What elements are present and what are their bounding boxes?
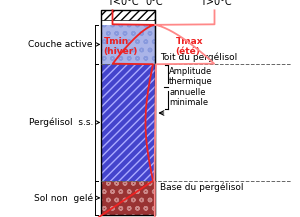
Bar: [100, 10, 154, 215]
Bar: [100, 181, 154, 215]
Text: Base du pergélisol: Base du pergélisol: [160, 183, 244, 192]
Text: Tmin
(hiver): Tmin (hiver): [103, 37, 138, 56]
Text: Tmax
(été): Tmax (été): [176, 37, 203, 56]
Text: Toit du pergélisol: Toit du pergélisol: [160, 53, 238, 62]
Bar: [100, 64, 154, 181]
Text: Couche active: Couche active: [28, 40, 93, 49]
Text: Sol non  gelé: Sol non gelé: [34, 193, 93, 203]
Text: Pergélisol  s.s.: Pergélisol s.s.: [28, 118, 93, 127]
Bar: [100, 25, 154, 64]
Text: Amplitude
thermique
annuelle
minimale: Amplitude thermique annuelle minimale: [169, 67, 213, 107]
Text: T<0°C: T<0°C: [107, 0, 139, 7]
Text: T>0°C: T>0°C: [200, 0, 232, 7]
Bar: [100, 10, 154, 20]
Text: 0°C: 0°C: [146, 0, 163, 7]
